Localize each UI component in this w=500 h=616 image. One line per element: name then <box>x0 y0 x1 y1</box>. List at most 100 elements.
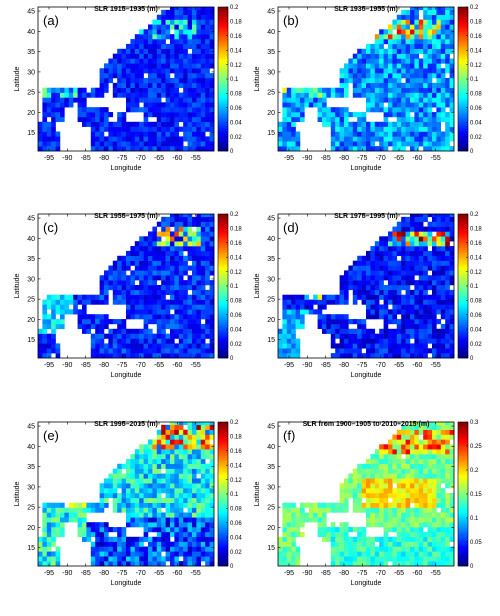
heatmap-cell <box>196 19 202 25</box>
heatmap-cell <box>366 146 371 152</box>
heatmap-cell <box>170 58 175 64</box>
heatmap-cell <box>205 87 210 93</box>
heatmap-cell <box>117 546 122 552</box>
heatmap-cell <box>161 116 166 123</box>
heatmap-cell <box>165 121 171 127</box>
heatmap-cell <box>396 43 402 50</box>
heatmap-cell <box>357 275 362 281</box>
heatmap-cell <box>396 502 402 508</box>
heatmap-cell <box>410 29 415 35</box>
colorbar-tick-label: 0.16 <box>230 241 242 247</box>
colorbar-segment <box>458 337 468 341</box>
colorbar-segment <box>218 422 228 425</box>
heatmap-cell <box>152 343 158 349</box>
heatmap-cell <box>38 333 43 339</box>
y-tick-label: 30 <box>27 484 35 491</box>
heatmap-cell <box>46 517 52 523</box>
heatmap-cell <box>339 121 345 127</box>
heatmap-cell <box>374 348 380 354</box>
heatmap-cell <box>291 338 296 344</box>
y-tick-label: 20 <box>267 110 275 117</box>
heatmap-cell <box>187 14 193 20</box>
heatmap-cell <box>432 92 437 98</box>
heatmap-cell <box>139 458 144 465</box>
heatmap-cell <box>414 502 420 508</box>
heatmap-cell <box>183 556 188 562</box>
heatmap-cell <box>361 73 367 79</box>
heatmap-cell <box>187 458 193 465</box>
heatmap-cell <box>401 126 406 132</box>
heatmap-cell <box>108 121 114 127</box>
heatmap-cell <box>344 289 349 295</box>
colorbar-segment <box>458 353 468 357</box>
heatmap-cell <box>286 314 292 320</box>
heatmap-cell <box>187 39 193 45</box>
heatmap-cell <box>130 107 136 113</box>
colorbar-tick-label: 0.2 <box>230 420 239 426</box>
heatmap-cell <box>440 221 446 227</box>
heatmap-cell <box>156 551 162 557</box>
heatmap-cell <box>148 561 153 567</box>
heatmap-cell <box>90 116 96 123</box>
heatmap-cell <box>388 39 393 45</box>
heatmap-cell <box>42 333 48 339</box>
heatmap-cell <box>405 463 411 469</box>
heatmap-cell <box>436 260 442 266</box>
heatmap-cell <box>423 136 428 142</box>
heatmap-cell <box>42 522 48 528</box>
heatmap-cell <box>139 58 144 64</box>
heatmap-cell <box>286 343 292 349</box>
heatmap-cell <box>449 39 455 45</box>
heatmap-cell <box>414 434 420 440</box>
heatmap-cell <box>117 473 122 479</box>
heatmap-cell <box>126 517 131 523</box>
heatmap-cell <box>209 328 215 334</box>
heatmap-cell <box>361 121 367 127</box>
heatmap-cell <box>38 141 43 147</box>
heatmap-cell <box>143 146 149 152</box>
heatmap-cell <box>392 551 398 557</box>
heatmap-cell <box>148 299 153 305</box>
heatmap-cell <box>156 270 162 276</box>
heatmap-cell <box>388 87 393 93</box>
heatmap-cell <box>335 502 340 508</box>
heatmap-cell <box>209 323 215 330</box>
heatmap-cell <box>405 541 411 547</box>
heatmap-cell <box>170 231 175 237</box>
heatmap-cell <box>209 551 215 557</box>
colorbar-segment <box>458 101 468 105</box>
heatmap-cell <box>326 531 332 538</box>
heatmap-cell <box>183 236 188 242</box>
heatmap-cell <box>121 546 127 552</box>
heatmap-cell <box>121 323 127 330</box>
heatmap-cell <box>130 126 136 132</box>
heatmap-cell <box>392 439 398 445</box>
axes-frame <box>37 213 215 359</box>
heatmap-cell <box>187 97 193 103</box>
heatmap-cell <box>209 309 215 315</box>
colorbar-segment <box>458 331 468 334</box>
heatmap-cell <box>401 561 406 567</box>
heatmap-cell <box>126 92 131 98</box>
heatmap-cell <box>77 112 83 118</box>
heatmap-cell <box>183 255 188 261</box>
colorbar-segment <box>218 263 228 267</box>
heatmap-cell <box>392 434 398 440</box>
heatmap-cell <box>304 517 310 523</box>
heatmap-cell <box>392 522 398 528</box>
heatmap-cell <box>330 546 336 552</box>
heatmap-cell <box>178 82 184 88</box>
heatmap-cell <box>374 63 380 69</box>
heatmap-cell <box>55 353 61 359</box>
heatmap-cell <box>418 270 424 276</box>
heatmap-cell <box>410 522 415 528</box>
heatmap-cell <box>432 309 437 315</box>
heatmap-cell <box>205 449 210 455</box>
heatmap-cell <box>156 444 162 450</box>
heatmap-cell <box>396 284 402 291</box>
colorbar-tick-label: 0.14 <box>230 255 242 261</box>
heatmap-cell <box>405 488 411 494</box>
heatmap-cell <box>361 502 367 508</box>
heatmap-cell <box>427 512 433 518</box>
heatmap-cell <box>445 289 450 295</box>
